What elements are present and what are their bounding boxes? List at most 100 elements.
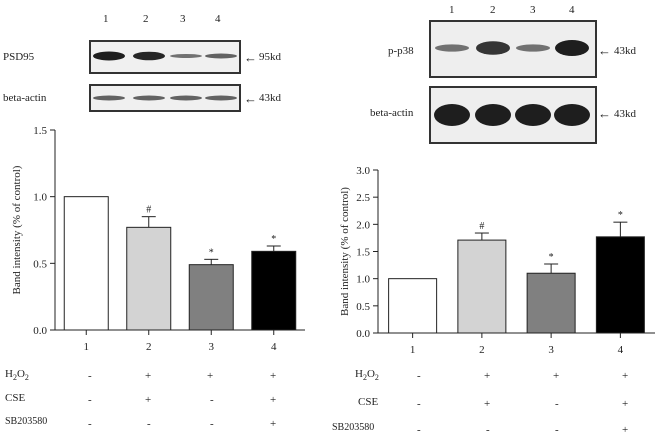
left-psd95-size: 95kd — [259, 51, 281, 63]
left-sb-lane-1: - — [88, 418, 92, 430]
right-h2o2-lane-2: + — [484, 370, 491, 382]
right-sb-lane-3: - — [555, 424, 559, 436]
right-y-tick-label: 0.0 — [356, 328, 370, 340]
right-pp38-band-3 — [516, 44, 550, 52]
left-h2o2-lane-4: + — [270, 370, 277, 382]
right-blot-panel: 1 2 3 4 p-p38 ← 43kd beta-actin ← 43kd — [330, 0, 667, 150]
left-cse-lane-4: + — [270, 394, 277, 406]
right-lane-label-1: 1 — [449, 4, 455, 16]
left-y-tick-label: 1.0 — [33, 192, 47, 204]
left-lane-label-3: 3 — [180, 13, 186, 25]
right-x-tick-label-3: 3 — [548, 344, 554, 356]
left-h2o2-lane-3: + — [207, 370, 214, 382]
left-cse-lane-3: - — [210, 394, 214, 406]
left-sb-lane-2: - — [147, 418, 151, 430]
left-actin-band-1 — [93, 95, 125, 101]
left-bar-chart: 0.0 0.5 1.0 1.5 Band intensity (% of control… — [11, 125, 305, 353]
right-cse-label: CSE — [358, 396, 379, 408]
right-annotation-4: * — [618, 210, 623, 221]
left-actin-band-3 — [170, 95, 202, 101]
right-pp38-band-4 — [555, 40, 589, 56]
left-bar-3 — [188, 264, 234, 331]
left-psd95-band-1 — [93, 51, 125, 61]
right-lane-label-2: 2 — [490, 4, 496, 16]
right-bar-3 — [526, 272, 576, 334]
right-actin-band-2 — [475, 104, 511, 126]
left-cse-lane-2: + — [145, 394, 152, 406]
right-actin-label: beta-actin — [370, 107, 414, 119]
left-sb-lane-3: - — [210, 418, 214, 430]
right-x-tick-label-4: 4 — [618, 344, 624, 356]
right-h2o2-label: H2O2 — [355, 368, 379, 383]
left-psd95-blot — [89, 40, 241, 74]
left-y-tick-label: 1.5 — [33, 125, 47, 137]
right-h2o2-lane-4: + — [622, 370, 629, 382]
right-cse-lane-2: + — [484, 398, 491, 410]
right-annotation-2: # — [479, 221, 484, 232]
left-sb-lane-4: + — [270, 418, 277, 430]
left-lane-label-1: 1 — [103, 13, 109, 25]
left-bar-2 — [126, 226, 172, 331]
left-treatment-table: H2O2 CSE SB203580 - + + + - + - + - - - … — [0, 360, 330, 442]
left-x-tick-label-1: 1 — [84, 341, 90, 353]
left-psd95-label: PSD95 — [3, 51, 35, 63]
right-cse-lane-4: + — [622, 398, 629, 410]
right-bar-4 — [595, 236, 645, 334]
right-lane-label-3: 3 — [530, 4, 536, 16]
right-pp38-band-2 — [476, 41, 510, 55]
right-sb-label: SB203580 — [332, 422, 375, 433]
right-x-tick-label-1: 1 — [410, 344, 416, 356]
right-bar-chart: 0.0 0.5 1.0 1.5 2.0 2.5 3.0 Band intensity (% o… — [339, 165, 655, 356]
right-treatment-table: H2O2 CSE SB203580 - + + + - + - + - - - … — [330, 360, 667, 442]
left-cse-label: CSE — [5, 392, 26, 404]
left-actin-blot — [89, 84, 241, 112]
right-y-tick-label: 3.0 — [356, 165, 370, 177]
right-lane-label-4: 4 — [569, 4, 575, 16]
right-actin-band-1 — [434, 104, 470, 126]
right-x-tick-label-2: 2 — [479, 344, 485, 356]
left-actin-arrow: ← — [244, 91, 257, 106]
right-pp38-label: p-p38 — [388, 45, 414, 57]
left-psd95-band-3 — [170, 53, 202, 59]
right-pp38-blot — [429, 20, 597, 78]
right-cse-lane-3: - — [555, 398, 559, 410]
right-actin-arrow: ← — [598, 106, 611, 121]
left-psd95-band-2 — [133, 51, 165, 61]
right-y-tick-label: 2.0 — [356, 219, 370, 231]
right-y-tick-label: 2.5 — [356, 192, 370, 204]
right-actin-band-4 — [554, 104, 590, 126]
right-h2o2-lane-1: - — [417, 370, 421, 382]
left-y-tick-label: 0.5 — [33, 258, 47, 270]
left-annotation-3: * — [209, 247, 214, 258]
right-pp38-band-1 — [435, 44, 469, 52]
right-h2o2-lane-3: + — [553, 370, 560, 382]
left-blot-panel: 1 2 3 4 PSD95 ← 95kd beta-actin ← 43kd — [0, 0, 330, 115]
right-sb-lane-1: - — [417, 424, 421, 436]
left-bar-4 — [251, 250, 297, 331]
left-actin-size: 43kd — [259, 92, 281, 104]
right-bar-2 — [457, 239, 507, 334]
left-actin-band-2 — [133, 95, 165, 101]
left-lane-label-2: 2 — [143, 13, 149, 25]
left-h2o2-lane-1: - — [88, 370, 92, 382]
left-actin-band-4 — [205, 95, 237, 101]
right-cse-lane-1: - — [417, 398, 421, 410]
right-y-tick-label: 0.5 — [356, 301, 370, 313]
right-annotation-3: * — [549, 252, 554, 263]
left-y-tick-label: 0.0 — [33, 325, 47, 337]
left-annotation-4: * — [271, 234, 276, 245]
left-x-tick-label-3: 3 — [209, 341, 215, 353]
left-annotation-2: # — [146, 205, 151, 216]
left-bar-1 — [63, 196, 109, 331]
left-lane-label-4: 4 — [215, 13, 221, 25]
left-h2o2-label: H2O2 — [5, 368, 29, 383]
right-actin-size: 43kd — [614, 108, 636, 120]
left-x-tick-label-2: 2 — [146, 341, 152, 353]
right-y-tick-label: 1.0 — [356, 274, 370, 286]
right-pp38-size: 43kd — [614, 45, 636, 57]
right-y-axis-label: Band intensity (% of control) — [339, 187, 351, 316]
right-actin-band-3 — [515, 104, 551, 126]
left-sb-label: SB203580 — [5, 416, 48, 427]
left-y-axis-label: Band intensity (% of control) — [11, 165, 23, 294]
left-psd95-band-4 — [205, 53, 237, 59]
